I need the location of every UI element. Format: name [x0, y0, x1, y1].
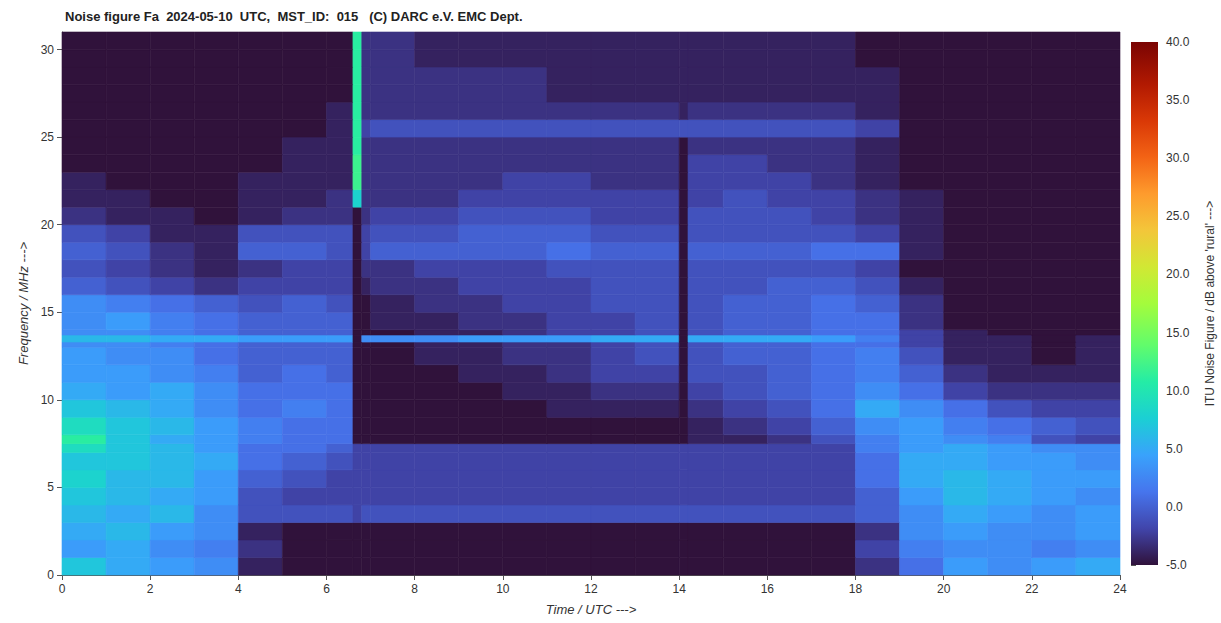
- svg-text:30: 30: [41, 43, 55, 57]
- svg-text:0: 0: [47, 568, 54, 582]
- svg-text:35.0: 35.0: [1166, 93, 1190, 107]
- svg-text:22: 22: [1025, 582, 1039, 596]
- svg-text:10: 10: [496, 582, 510, 596]
- svg-text:20.0: 20.0: [1166, 267, 1190, 281]
- svg-text:-5.0: -5.0: [1166, 558, 1187, 572]
- svg-text:30.0: 30.0: [1166, 151, 1190, 165]
- svg-text:20: 20: [937, 582, 951, 596]
- svg-text:24: 24: [1113, 582, 1127, 596]
- svg-text:16: 16: [761, 582, 775, 596]
- svg-text:18: 18: [849, 582, 863, 596]
- svg-text:15.0: 15.0: [1166, 326, 1190, 340]
- svg-text:25.0: 25.0: [1166, 209, 1190, 223]
- svg-text:Frequency / MHz --->: Frequency / MHz --->: [16, 242, 31, 366]
- svg-text:20: 20: [41, 218, 55, 232]
- svg-text:0.0: 0.0: [1166, 500, 1183, 514]
- svg-text:5.0: 5.0: [1166, 442, 1183, 456]
- svg-text:10: 10: [41, 393, 55, 407]
- svg-text:40.0: 40.0: [1166, 35, 1190, 49]
- svg-text:14: 14: [672, 582, 686, 596]
- svg-text:Time / UTC --->: Time / UTC --->: [546, 602, 637, 617]
- svg-text:10.0: 10.0: [1166, 384, 1190, 398]
- svg-text:25: 25: [41, 130, 55, 144]
- svg-text:6: 6: [323, 582, 330, 596]
- svg-text:8: 8: [411, 582, 418, 596]
- svg-text:Noise figure Fa 2024-05-10 U: Noise figure Fa 2024-05-10 UTC, MST_ID: …: [65, 9, 523, 24]
- svg-text:15: 15: [41, 305, 55, 319]
- svg-text:2: 2: [147, 582, 154, 596]
- svg-text:4: 4: [235, 582, 242, 596]
- svg-text:12: 12: [584, 582, 598, 596]
- svg-text:ITU Noise Figure / dB above 'r: ITU Noise Figure / dB above 'rural' --->: [1203, 201, 1217, 407]
- svg-text:5: 5: [47, 480, 54, 494]
- svg-text:0: 0: [59, 582, 66, 596]
